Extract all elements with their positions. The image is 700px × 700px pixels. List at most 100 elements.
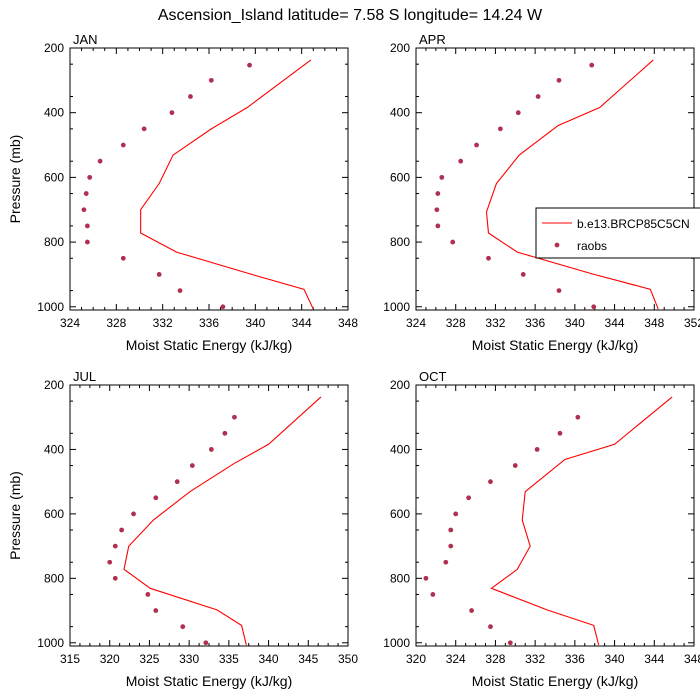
y-tick-label: 800 <box>44 571 64 585</box>
raobs-point <box>507 640 513 646</box>
raobs-point <box>430 592 436 597</box>
y-tick-label: 1000 <box>37 300 64 314</box>
x-tick-label: 324 <box>446 652 466 666</box>
legend-box <box>535 207 700 259</box>
x-tick-label: 344 <box>644 652 664 666</box>
raobs-point <box>222 430 228 436</box>
raobs-point <box>591 304 597 310</box>
figure-title: Ascension_Island latitude= 7.58 S longit… <box>158 7 543 24</box>
y-tick-label: 600 <box>390 507 410 521</box>
raobs-point <box>232 414 237 420</box>
x-tick-label: 325 <box>139 652 159 666</box>
raobs-point <box>474 142 479 148</box>
raobs-point <box>497 126 503 132</box>
raobs-point <box>466 495 472 501</box>
x-tick-label: 340 <box>245 316 265 330</box>
raobs-point <box>448 527 454 533</box>
raobs-point <box>120 255 126 261</box>
raobs-point <box>208 447 214 452</box>
legend-marker-swatch <box>554 242 560 248</box>
raobs-point <box>180 624 186 630</box>
raobs-point <box>177 288 183 293</box>
x-tick-label: 320 <box>406 652 426 666</box>
x-tick-label: 350 <box>338 652 358 666</box>
panel-label: JAN <box>73 32 98 47</box>
model-profile-line <box>490 396 673 646</box>
legend-label-model: b.e13.BRCP85C5CN <box>577 217 690 231</box>
y-tick-label: 600 <box>44 170 64 184</box>
chart-panel-jan: JAN 324 328 332 336 340 344 348 200 400 600 800 1000… <box>7 32 358 353</box>
chart-panel-oct: OCT 320 324 328 332 336 340 344 348 200 400 600 800 1… <box>383 369 700 689</box>
panel-label: OCT <box>419 369 447 384</box>
legend-label-raobs: raobs <box>577 239 607 253</box>
raobs-point <box>453 511 459 517</box>
raobs-point <box>589 62 595 68</box>
x-tick-label: 340 <box>259 652 279 666</box>
y-tick-label: 200 <box>390 378 410 392</box>
raobs-point <box>119 527 125 533</box>
x-tick-label: 344 <box>292 316 312 330</box>
y-tick-label: 200 <box>44 378 64 392</box>
raobs-point <box>534 447 540 452</box>
raobs-point <box>156 272 162 277</box>
x-axis-label: Moist Static Energy (kJ/kg) <box>126 673 293 689</box>
raobs-point <box>435 223 441 229</box>
y-tick-label: 400 <box>390 106 410 120</box>
model-profile-line <box>140 59 314 310</box>
raobs-point <box>107 559 113 565</box>
y-tick-label: 200 <box>390 41 410 55</box>
raobs-point <box>556 288 562 293</box>
raobs-point <box>169 110 175 116</box>
raobs-point <box>188 94 193 99</box>
raobs-point <box>81 207 87 213</box>
y-tick-label: 600 <box>390 170 410 184</box>
raobs-point <box>434 207 440 213</box>
x-tick-label: 348 <box>644 316 664 330</box>
y-tick-label: 400 <box>44 106 64 120</box>
panels: JAN 324 328 332 336 340 344 348 200 400 600 800 1000… <box>7 32 700 689</box>
y-tick-label: 1000 <box>383 636 410 650</box>
raobs-point <box>131 511 136 517</box>
raobs-point <box>515 110 521 116</box>
raobs-point <box>535 94 541 99</box>
raobs-point <box>469 608 474 613</box>
panel-label: JUL <box>73 369 96 384</box>
x-tick-label: 324 <box>406 316 426 330</box>
x-tick-label: 332 <box>525 652 545 666</box>
raobs-point <box>488 624 493 630</box>
raobs-point <box>557 430 563 436</box>
raobs-point <box>120 142 126 148</box>
raobs-point <box>486 255 491 261</box>
raobs-point <box>145 592 151 597</box>
model-profile-line <box>123 396 322 646</box>
x-tick-label: 340 <box>565 316 585 330</box>
x-tick-label: 340 <box>605 652 625 666</box>
raobs-point <box>87 174 93 180</box>
chart-panel-jul: JUL 315 320 325 330 335 340 345 350 200 400 600 800 1… <box>7 369 358 689</box>
raobs-point <box>141 126 147 132</box>
raobs-point <box>112 575 118 581</box>
x-tick-label: 332 <box>485 316 505 330</box>
y-tick-label: 800 <box>390 235 410 249</box>
raobs-point <box>153 495 159 501</box>
raobs-point <box>83 191 89 196</box>
raobs-point <box>520 272 526 277</box>
raobs-point <box>208 77 214 83</box>
y-tick-label: 400 <box>390 442 410 456</box>
raobs-point <box>435 191 441 196</box>
panel-label: APR <box>419 32 446 47</box>
raobs-point <box>84 223 90 229</box>
raobs-point <box>153 608 159 613</box>
raobs-point <box>84 239 90 245</box>
x-tick-label: 348 <box>684 652 700 666</box>
y-axis-label: Pressure (mb) <box>7 471 23 560</box>
raobs-point <box>488 479 493 485</box>
raobs-point <box>439 174 445 180</box>
raobs-point <box>443 559 449 565</box>
raobs-point <box>512 463 518 468</box>
x-tick-label: 328 <box>106 316 126 330</box>
x-tick-label: 328 <box>485 652 505 666</box>
x-tick-label: 336 <box>565 652 585 666</box>
